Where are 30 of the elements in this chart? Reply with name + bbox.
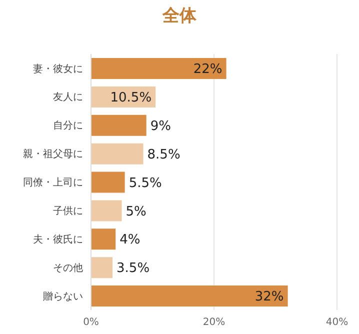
y-tick-label: 夫・彼氏に (33, 233, 83, 246)
data-label: 8.5% (147, 147, 180, 162)
data-label: 3.5% (116, 261, 150, 276)
bar (91, 114, 146, 136)
data-label: 22% (193, 62, 222, 78)
data-label: 5.5% (128, 176, 162, 191)
chart-title: 全体 (161, 5, 198, 28)
y-tick-label: 友人に (53, 92, 83, 104)
bar (91, 257, 113, 278)
y-tick-label: その他 (53, 262, 83, 274)
data-label: 32% (254, 290, 284, 305)
y-tick-label: 自分に (53, 120, 83, 132)
bar (91, 172, 125, 193)
bar (91, 200, 122, 222)
y-tick-label: 贈らない (43, 290, 83, 302)
y-tick-label: 妻・彼女に (33, 62, 83, 75)
y-tick-label: 親・祖父母に (23, 148, 83, 160)
x-tick-label: 20% (202, 317, 226, 328)
bar (91, 286, 288, 307)
x-tick-label: 0% (83, 317, 99, 328)
data-label: 9% (150, 118, 171, 134)
x-tick-label: 40% (326, 317, 348, 328)
data-label: 4% (120, 232, 140, 248)
bar (91, 228, 116, 250)
bar (91, 58, 226, 79)
y-tick-label: 同僚・上司に (23, 176, 83, 189)
y-tick-label: 子供に (53, 206, 83, 217)
data-label: 10.5% (110, 90, 152, 106)
data-label: 5% (126, 204, 146, 220)
bar (91, 143, 144, 164)
